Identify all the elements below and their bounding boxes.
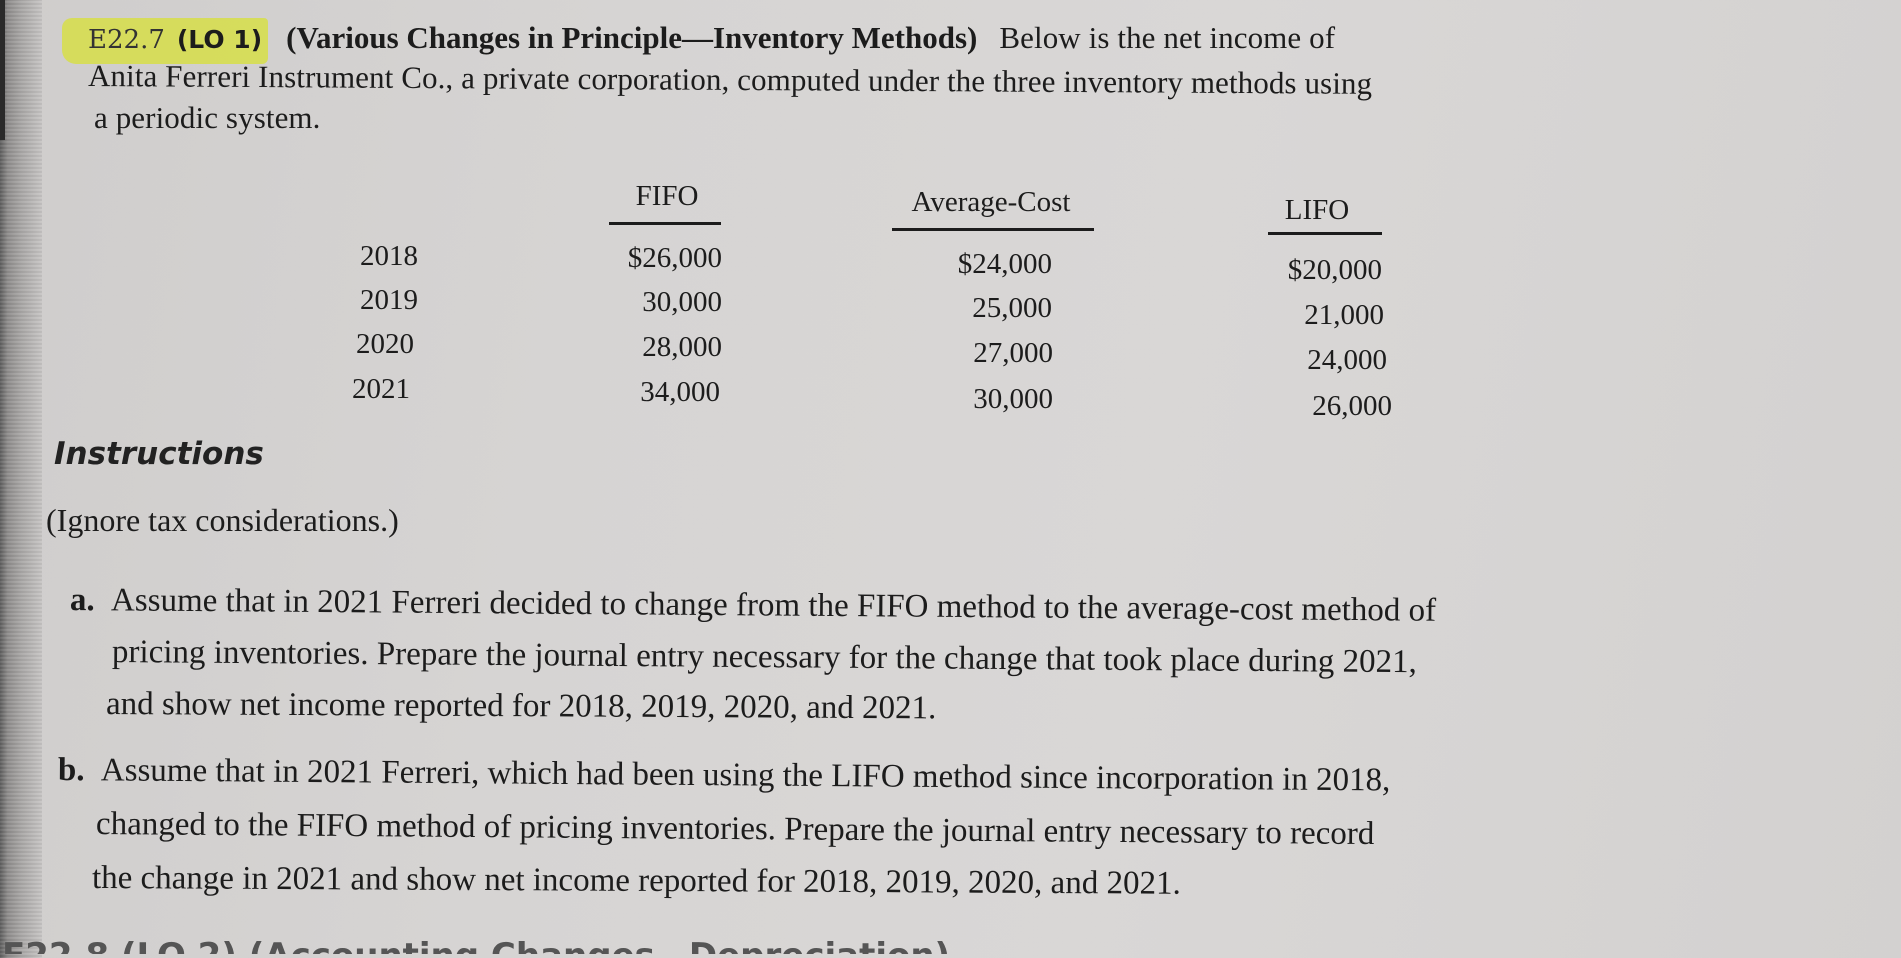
cell-average-cost: 30,000 (973, 383, 1053, 415)
row-year: 2021 (352, 373, 410, 405)
question-a-line-3: and show net income reported for 2018, 2… (105, 686, 937, 727)
exercise-title: (Various Changes in Principle—Inventory … (286, 20, 978, 55)
cell-fifo: 34,000 (640, 376, 720, 408)
question-b-line-2: changed to the FIFO method of pricing in… (95, 806, 1375, 853)
exercise-number: E22.7 (88, 25, 165, 55)
cell-average-cost: 27,000 (973, 337, 1053, 369)
column-underline-average-cost (892, 228, 1094, 231)
column-underline-lifo (1268, 232, 1382, 235)
cell-fifo: 28,000 (642, 331, 722, 363)
cell-lifo: $20,000 (1287, 254, 1382, 286)
question-letter: b. (57, 752, 85, 789)
question-letter: a. (69, 582, 95, 619)
instructions-heading: Instructions (54, 436, 264, 472)
question-a-line-1: a. Assume that in 2021 Ferreri decided t… (70, 582, 1436, 630)
cell-fifo: $26,000 (627, 242, 722, 274)
question-text: Assume that in 2021 Ferreri decided to c… (110, 582, 1437, 629)
cell-lifo: 21,000 (1304, 299, 1384, 331)
cell-average-cost: $24,000 (957, 248, 1052, 280)
column-underline-fifo (609, 222, 721, 225)
row-year: 2018 (360, 240, 418, 272)
book-spine-edge (0, 0, 42, 958)
column-header-lifo: LIFO (1284, 194, 1350, 226)
column-header-fifo: FIFO (635, 180, 699, 212)
intro-line-2: Anita Ferreri Instrument Co., a private … (87, 58, 1373, 101)
cell-lifo: 24,000 (1307, 344, 1387, 376)
row-year: 2020 (356, 328, 414, 360)
highlighter-mark (62, 18, 268, 64)
next-exercise-header-partial: E22.8 (LO 2) (Accounting Changes—Depreci… (2, 936, 951, 958)
intro-line-3: a periodic system. (94, 100, 321, 135)
cell-lifo: 26,000 (1312, 390, 1392, 422)
instructions-note: (Ignore tax considerations.) (46, 502, 399, 538)
cell-fifo: 30,000 (642, 286, 722, 318)
column-header-average-cost: Average-Cost (911, 186, 1071, 218)
exercise-header: E22.7 (LO 1) (Various Changes in Princip… (88, 20, 1335, 56)
question-b-line-1: b. Assume that in 2021 Ferreri, which ha… (58, 752, 1391, 799)
cell-average-cost: 25,000 (972, 292, 1052, 324)
question-a-line-2: pricing inventories. Prepare the journal… (111, 634, 1417, 681)
row-year: 2019 (360, 284, 418, 316)
intro-line-1: Below is the net income of (999, 20, 1336, 55)
question-b-line-3: the change in 2021 and show net income r… (91, 860, 1181, 902)
question-text: Assume that in 2021 Ferreri, which had b… (100, 752, 1391, 799)
learning-objective: (LO 1) (176, 25, 263, 54)
